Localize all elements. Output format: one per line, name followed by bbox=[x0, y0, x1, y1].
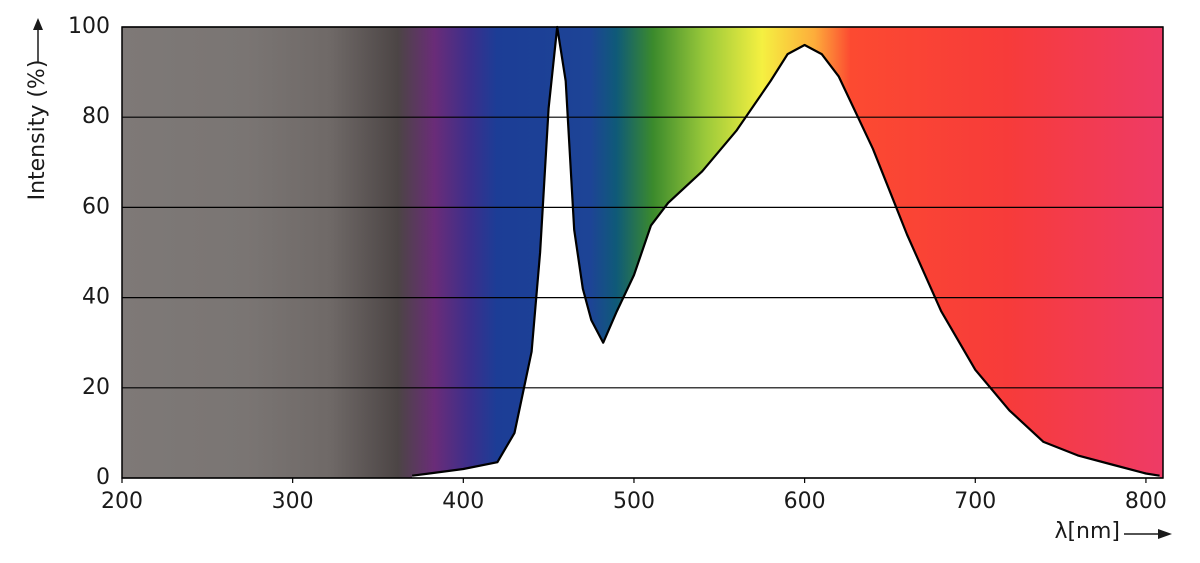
x-tick-label: 600 bbox=[784, 489, 826, 514]
y-tick-label: 100 bbox=[68, 14, 110, 39]
y-axis-arrowhead bbox=[33, 18, 43, 30]
y-axis-label: Intensity (%) bbox=[25, 60, 50, 201]
y-tick-label: 80 bbox=[82, 104, 110, 129]
x-tick-label: 200 bbox=[101, 489, 143, 514]
y-tick-label: 60 bbox=[82, 194, 110, 219]
x-tick-label: 400 bbox=[442, 489, 484, 514]
x-axis-label: λ[nm] bbox=[1054, 519, 1120, 544]
y-tick-label: 0 bbox=[96, 465, 110, 490]
y-tick-label: 40 bbox=[82, 285, 110, 310]
x-tick-label: 700 bbox=[954, 489, 996, 514]
x-tick-label: 500 bbox=[613, 489, 655, 514]
x-tick-label: 800 bbox=[1125, 489, 1167, 514]
area-fill bbox=[412, 27, 1160, 478]
spectrum-line bbox=[411, 25, 1160, 477]
x-tick-label: 300 bbox=[272, 489, 314, 514]
y-tick-label: 20 bbox=[82, 375, 110, 400]
plot bbox=[411, 25, 1160, 478]
x-axis-arrowhead bbox=[1158, 529, 1172, 539]
